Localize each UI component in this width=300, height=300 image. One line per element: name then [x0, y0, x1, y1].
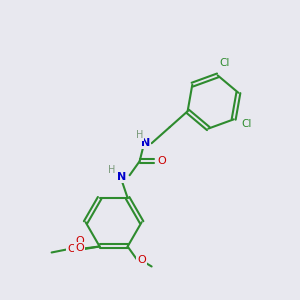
Text: H: H: [108, 165, 115, 175]
Text: H: H: [136, 130, 143, 140]
Text: Cl: Cl: [220, 58, 230, 68]
Text: N: N: [117, 172, 126, 182]
Text: O: O: [75, 236, 84, 247]
Text: O: O: [137, 256, 146, 266]
Text: Cl: Cl: [242, 119, 252, 129]
Text: O: O: [157, 156, 166, 166]
Text: N: N: [141, 138, 150, 148]
Text: O: O: [67, 244, 76, 254]
Text: O: O: [75, 244, 84, 254]
